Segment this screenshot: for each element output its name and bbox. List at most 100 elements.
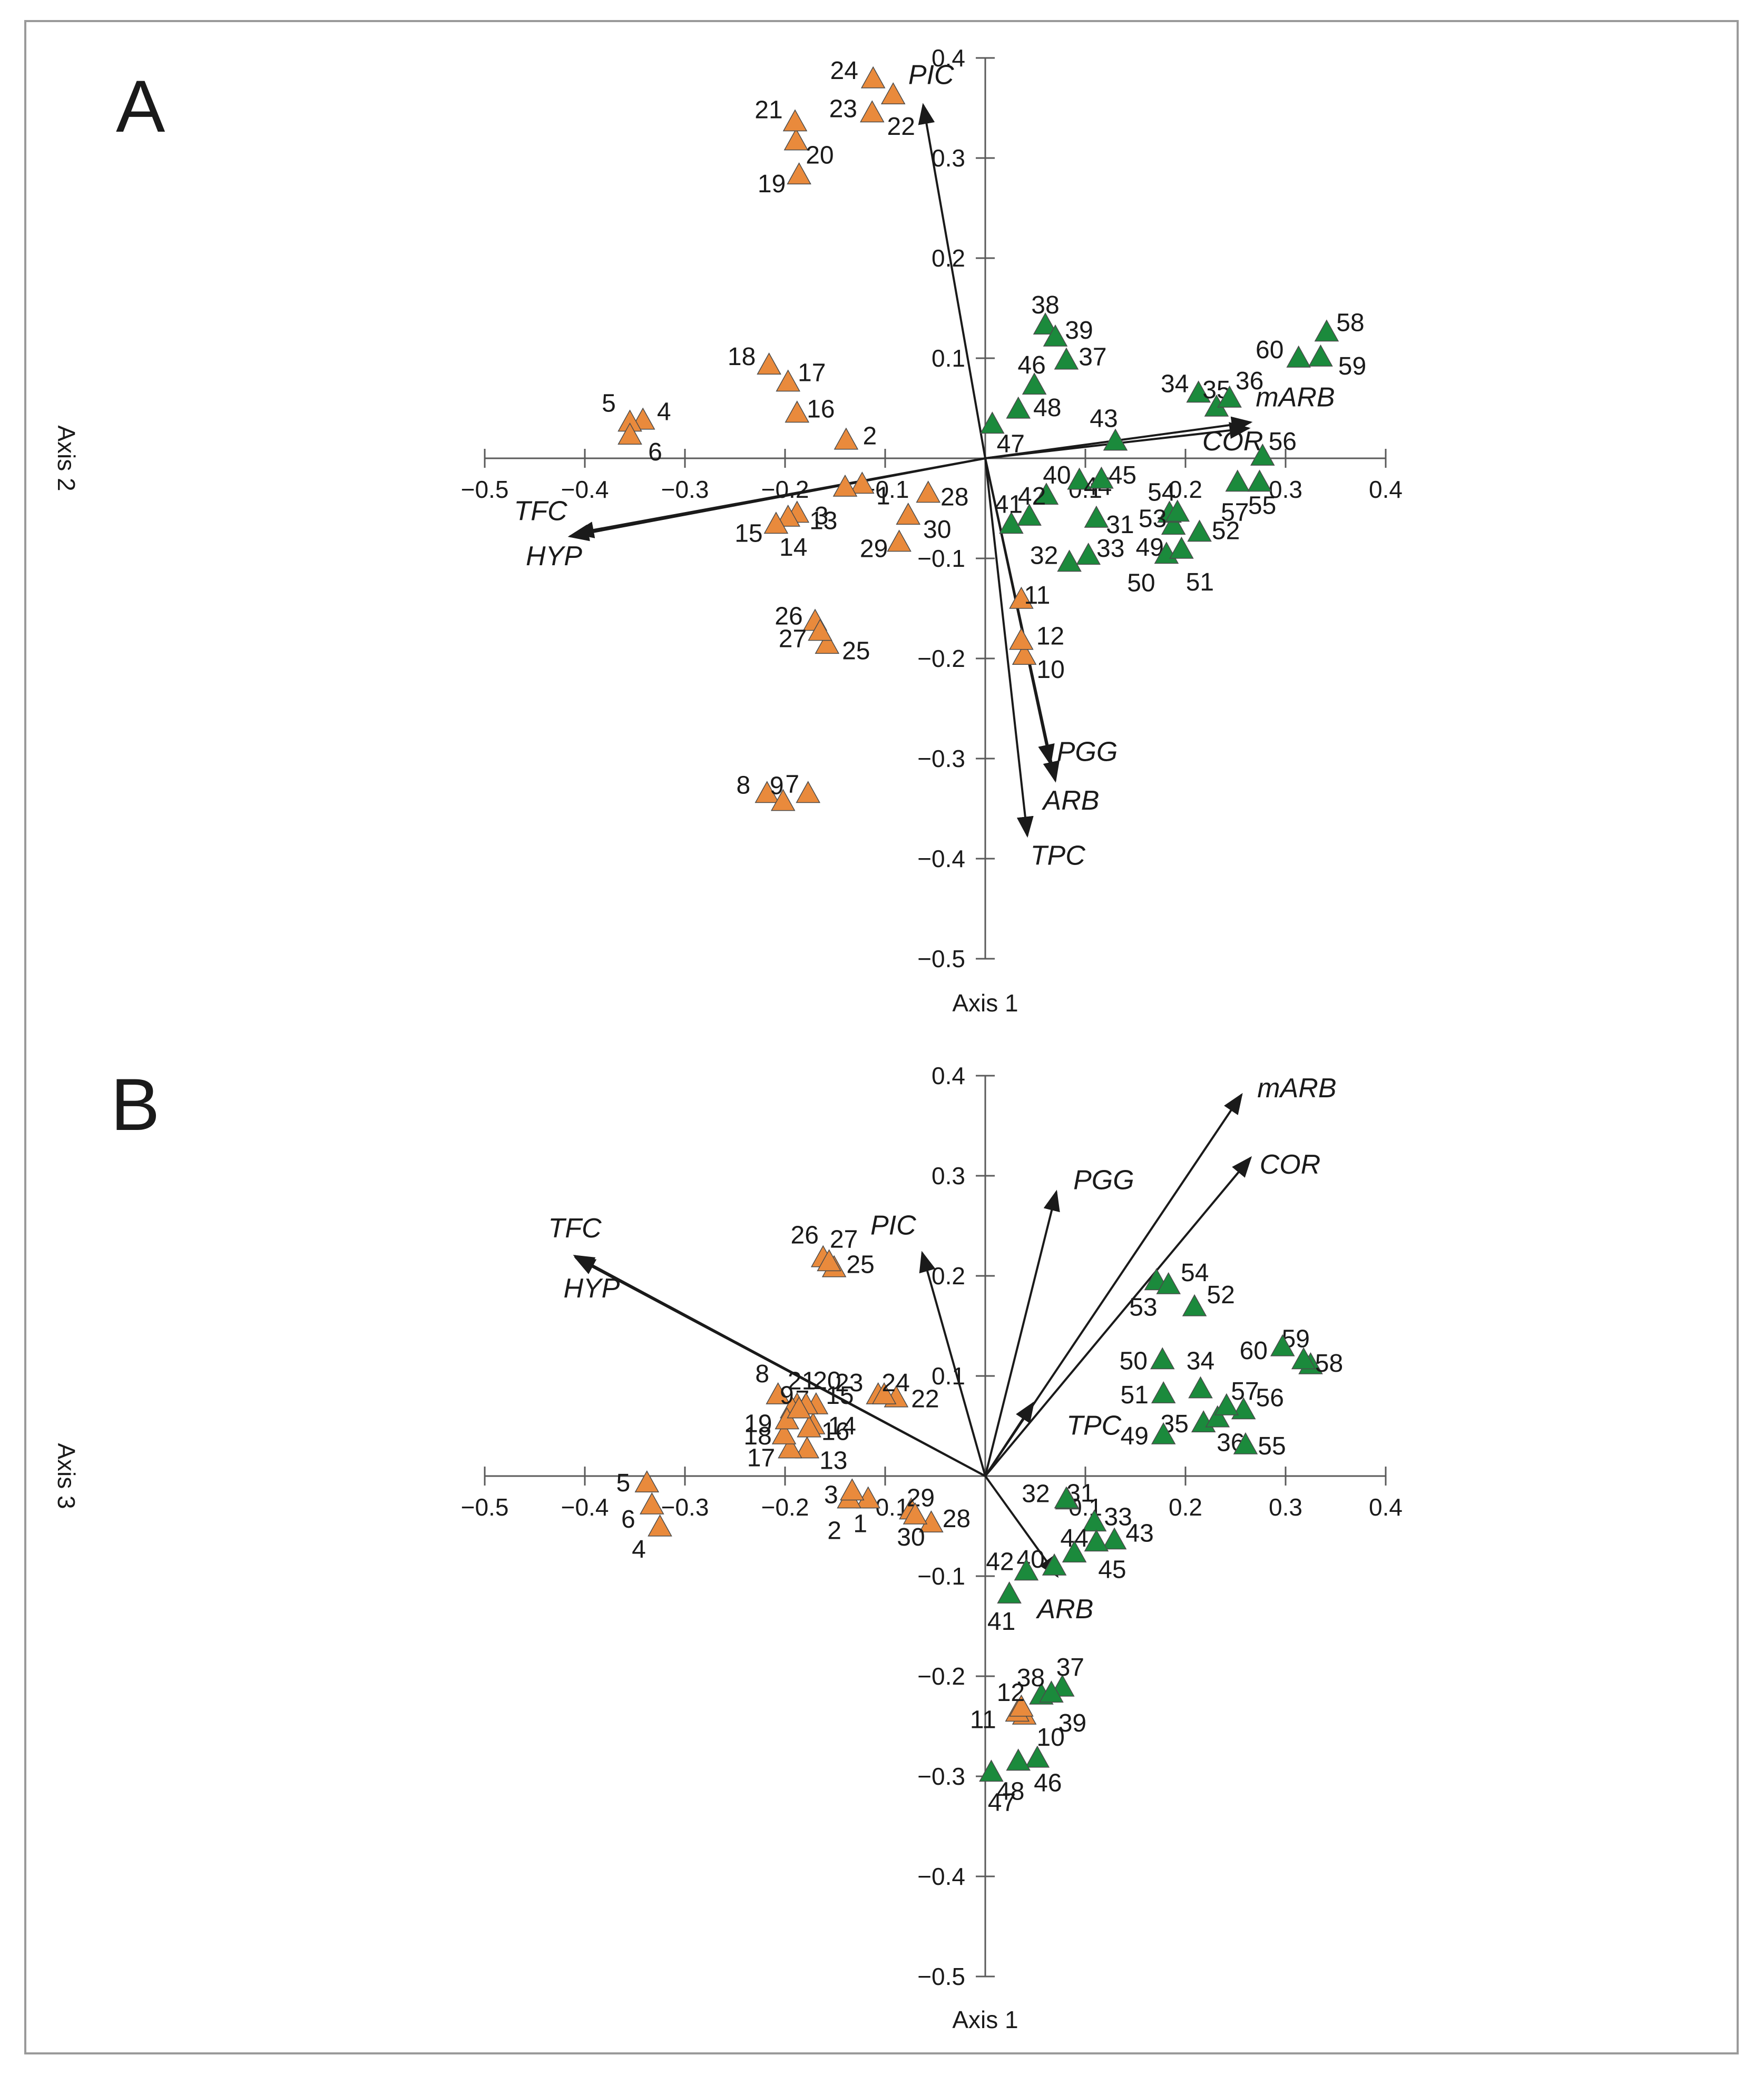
point-label: 47 [988,1788,1016,1816]
vector-label: mARB [1256,382,1335,413]
vector-label: PIC [908,60,954,90]
point-label: 13 [819,1447,847,1475]
point-label: 49 [1121,1422,1149,1450]
point-label: 13 [809,507,837,535]
point-marker [840,1478,865,1501]
point-marker [770,789,796,811]
point-label: 51 [1186,568,1214,596]
x-tick-label: 0.4 [1369,476,1403,503]
point-marker [787,1396,811,1419]
vector-hyp [574,1256,986,1477]
point-marker [808,618,832,641]
point-marker [1017,504,1042,526]
point-marker [1182,1294,1207,1316]
point-marker [1308,344,1333,367]
panel-letter: A [116,65,165,147]
point-label: 43 [1090,405,1118,433]
point-marker [1009,1694,1034,1717]
point-marker [776,504,800,527]
point-label: 19 [744,1410,772,1438]
y-tick-label: −0.2 [917,645,965,672]
point-marker [778,1436,802,1459]
y-tick-label: 0.1 [932,345,965,372]
point-marker [1286,345,1311,368]
point-marker [815,632,840,654]
point-marker [1084,1529,1109,1552]
point-label: 2 [827,1517,841,1545]
point-label: 20 [813,1367,841,1395]
point-label: 38 [1031,291,1059,319]
x-tick-label: −0.4 [561,476,609,503]
point-marker [871,1382,897,1404]
vector-pgg [984,1189,1060,1477]
point-marker [1042,1553,1067,1576]
point-label: 17 [798,359,826,387]
point-label: 47 [997,430,1025,458]
point-label: 2 [863,422,877,450]
point-label: 5 [602,390,616,418]
vector-label: PGG [1073,1165,1134,1195]
point-marker [1151,1381,1176,1403]
point-label: 39 [1065,317,1093,345]
point-label: 37 [1079,343,1106,371]
point-marker [1102,1527,1127,1550]
point-label: 57 [1231,1378,1259,1405]
point-marker [1054,1486,1079,1509]
x-tick-label: 0.4 [1369,1493,1403,1521]
point-label: 42 [986,1548,1014,1576]
point-label: 48 [1033,394,1061,422]
point-marker [979,1759,1004,1782]
point-label: 46 [1034,1769,1062,1797]
point-marker [757,352,781,375]
y-tick-label: −0.2 [917,1663,965,1690]
point-marker [1014,1558,1039,1581]
point-label: 18 [728,343,756,371]
point-label: 26 [791,1222,819,1250]
point-label: 54 [1148,479,1175,507]
point-marker [1103,428,1128,451]
point-label: 3 [824,1481,838,1509]
point-marker [1057,549,1082,572]
y-tick-label: −0.3 [917,745,965,772]
point-label: 25 [842,637,870,665]
point-marker [1169,536,1194,559]
y-axis-title: Axis 3 [53,1443,80,1509]
point-label: 52 [1207,1281,1234,1309]
point-label: 60 [1256,336,1283,364]
point-label: 14 [779,534,807,562]
vector-label: COR [1260,1149,1321,1180]
point-label: 1 [876,482,890,510]
point-marker [776,369,800,392]
vector-pic [919,1251,986,1477]
point-label: 36 [1236,367,1263,395]
point-marker [634,1470,660,1492]
point-marker [795,1436,820,1459]
point-label: 30 [923,516,951,544]
x-tick-label: −0.2 [761,1493,809,1521]
panel-b: B−0.5 −0.4 −0.3 −0.2 −0.1 0.1 0.2 0.3 0.40.40.30… [53,1062,1403,2033]
point-marker [1270,1334,1295,1356]
point-marker [850,471,875,494]
point-marker [783,128,809,151]
point-marker [796,781,820,803]
point-label: 58 [1336,309,1364,337]
point-marker [1006,1748,1031,1771]
vector-label: TPC [1031,840,1085,871]
point-marker [1205,1405,1230,1428]
point-marker [860,100,885,123]
panel-letter: B [111,1063,160,1146]
point-label: 15 [826,1382,854,1410]
point-marker [880,82,906,104]
point-label: 40 [1043,461,1071,489]
y-tick-label: −0.3 [917,1763,965,1790]
x-tick-label: 0.2 [1169,476,1202,503]
point-marker [817,1249,841,1272]
point-label: 32 [1022,1480,1050,1508]
y-tick-label: −0.5 [917,945,965,972]
vector-label: TFC [514,496,567,527]
point-marker [1150,1347,1175,1370]
x-tick-label: −0.5 [461,476,509,503]
point-marker [1012,643,1037,665]
point-label: 4 [657,398,671,426]
